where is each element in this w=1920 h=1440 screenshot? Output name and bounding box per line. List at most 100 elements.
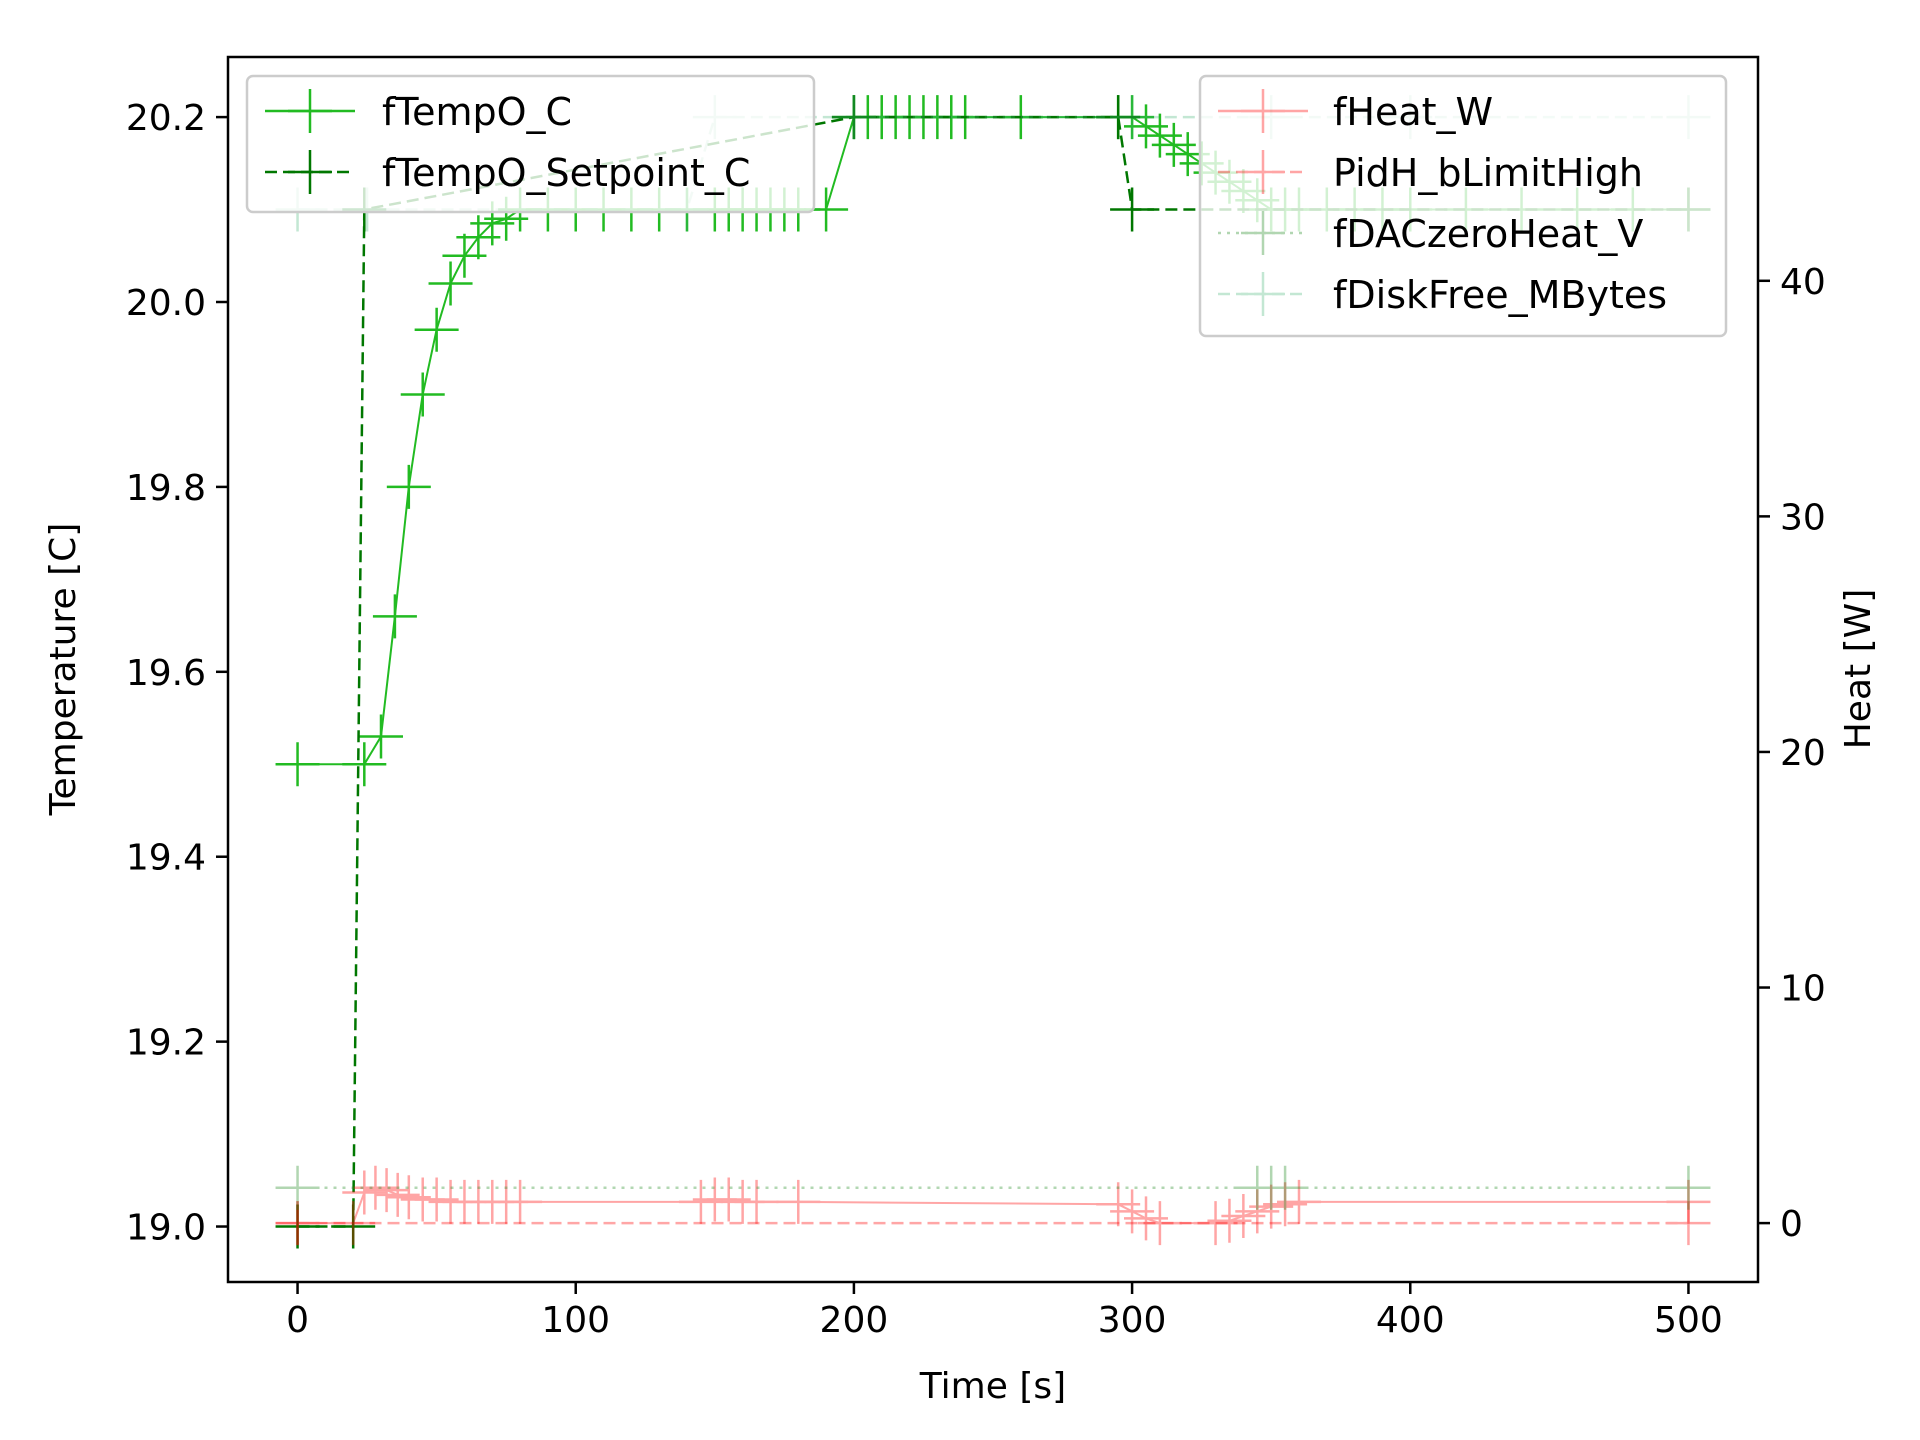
- data-point-ftempo-c: [372, 594, 417, 639]
- data-point-fheat-w: [331, 1201, 376, 1246]
- data-point-fheat-w: [353, 1165, 398, 1210]
- data-point-fdiskfree-mbytes: [1110, 95, 1155, 140]
- y-left-tick-label-3: 19.6: [126, 653, 206, 694]
- series-pidh-blimithigh: [275, 1201, 1711, 1246]
- y-axis-right-label: Heat [W]: [1838, 589, 1879, 750]
- legends: fTempO_C fTempO_Setpoint_C fHeat_W PidH_bLi…: [245, 74, 1728, 338]
- data-point-fheat-w: [400, 1177, 445, 1222]
- data-point-ftempo-c: [359, 714, 403, 759]
- legend-entry-fdiskfree-mbytes: [1218, 272, 1308, 316]
- data-point-fdaczeroheat-v: [1666, 1165, 1711, 1210]
- data-point-fheat-w: [692, 1177, 737, 1222]
- series-fheat-w: [275, 1165, 1711, 1246]
- data-point-fheat-w: [706, 1177, 751, 1222]
- data-point-fheat-w: [1193, 1201, 1238, 1246]
- data-point-fdaczeroheat-v: [1249, 1165, 1294, 1210]
- legend-entry-ftempo-setpoint-c: [265, 150, 355, 194]
- data-point-fheat-w: [1207, 1198, 1252, 1243]
- legend-top-right: fHeat_W PidH_bLimitHigh fDACzeroHeat_V fDis…: [1198, 74, 1728, 338]
- legend-entry-pidh-blimithigh: [1218, 150, 1308, 194]
- x-axis: 0 100 200 300 400 500: [286, 1282, 1723, 1341]
- y-left-tick-label-5: 20.0: [126, 283, 206, 324]
- legend-swatch-marker: [1241, 89, 1285, 133]
- data-point-ftempo-c: [400, 372, 445, 417]
- legend-box: [245, 74, 816, 214]
- data-point-ftempo-setpoint-c: [275, 1204, 320, 1249]
- legend-swatch-marker: [1241, 272, 1285, 316]
- data-point-pidh-blimithigh: [1666, 1201, 1711, 1246]
- data-point-ftempo-setpoint-c: [831, 95, 876, 140]
- series-fdaczeroheat-v: [275, 1165, 1711, 1210]
- data-point-fheat-w: [1137, 1201, 1182, 1246]
- data-point-fheat-w: [1110, 1189, 1155, 1234]
- data-point-fheat-w: [442, 1179, 487, 1224]
- y-left-tick-label-4: 19.8: [126, 468, 206, 509]
- x-tick-label-200: 200: [820, 1300, 889, 1341]
- plot-area-frame: [226, 55, 1760, 1284]
- data-point-ftempo-setpoint-c: [331, 1204, 376, 1249]
- y-axis-right: 0 10 20 30 40: [1758, 262, 1826, 1245]
- legend-top-left: fTempO_C fTempO_Setpoint_C: [245, 74, 816, 214]
- legend-label-pidh-blimithigh: PidH_bLimitHigh: [1333, 151, 1643, 195]
- data-point-fheat-w: [1666, 1179, 1711, 1224]
- x-axis-label: Time [s]: [919, 1366, 1066, 1407]
- legend-entry-fheat-w: [1218, 89, 1308, 133]
- data-point-ftempo-c: [386, 464, 431, 509]
- data-point-fheat-w: [456, 1179, 501, 1224]
- data-point-fheat-w: [1235, 1189, 1280, 1234]
- data-point-ftempo-setpoint-c: [1110, 187, 1155, 232]
- data-point-fheat-w: [364, 1168, 409, 1213]
- data-point-fheat-w: [275, 1201, 320, 1246]
- data-point-fdaczeroheat-v: [275, 1165, 320, 1210]
- data-point-fheat-w: [1249, 1184, 1294, 1229]
- x-tick-label-500: 500: [1654, 1300, 1723, 1341]
- x-tick-label-300: 300: [1098, 1300, 1167, 1341]
- legend-entry-ftempo-c: [265, 89, 355, 133]
- y-axis-left: 19.0 19.2 19.4 19.6 19.8 20.0 20.2: [126, 98, 228, 1249]
- data-point-fheat-w: [734, 1179, 779, 1224]
- y-right-tick-label-30: 30: [1780, 497, 1826, 538]
- data-point-fheat-w: [428, 1179, 473, 1224]
- x-tick-label-400: 400: [1376, 1300, 1445, 1341]
- data-point-fheat-w: [375, 1172, 420, 1217]
- legend-swatch-marker: [1241, 211, 1285, 255]
- data-point-ftempo-c: [275, 742, 320, 787]
- y-left-tick-label-1: 19.2: [126, 1023, 206, 1064]
- legend-swatch-marker: [1241, 150, 1285, 194]
- data-point-fheat-w: [470, 1179, 515, 1224]
- y-axis-left-label: Temperature [C]: [43, 523, 84, 817]
- y-right-tick-label-10: 10: [1780, 969, 1826, 1010]
- y-right-tick-label-0: 0: [1780, 1204, 1803, 1245]
- legend-label-fheat-w: fHeat_W: [1333, 90, 1493, 134]
- data-point-fdiskfree-mbytes: [831, 95, 876, 140]
- data-point-fheat-w: [386, 1175, 431, 1220]
- data-point-pidh-blimithigh: [275, 1201, 320, 1246]
- legend-box: [1198, 74, 1728, 338]
- y-right-tick-label-20: 20: [1780, 733, 1826, 774]
- legend-swatch-marker: [288, 89, 332, 133]
- data-point-fheat-w: [1263, 1182, 1308, 1227]
- legend-label-fdaczeroheat-v: fDACzeroHeat_V: [1333, 212, 1643, 256]
- data-point-fheat-w: [776, 1179, 821, 1224]
- data-point-fheat-w: [720, 1179, 765, 1224]
- data-point-fdaczeroheat-v: [1235, 1165, 1280, 1210]
- data-point-fheat-w: [1096, 1182, 1141, 1227]
- data-point-fheat-w: [678, 1179, 723, 1224]
- y-left-tick-label-0: 19.0: [126, 1208, 206, 1249]
- data-point-fdaczeroheat-v: [1263, 1165, 1308, 1210]
- legend-swatch-marker: [288, 150, 332, 194]
- x-tick-label-0: 0: [286, 1300, 309, 1341]
- legend-label-fdiskfree-mbytes: fDiskFree_MBytes: [1333, 273, 1667, 317]
- data-point-ftempo-setpoint-c: [1096, 95, 1141, 140]
- y-left-tick-label-2: 19.4: [126, 838, 206, 879]
- data-point-fheat-w: [484, 1179, 529, 1224]
- data-point-ftempo-c: [342, 742, 387, 787]
- y-left-tick-label-6: 20.2: [126, 98, 206, 139]
- legend-label-ftempo-setpoint-c: fTempO_Setpoint_C: [382, 151, 750, 195]
- data-point-fheat-w: [414, 1177, 459, 1222]
- series-line-fheat-w: [297, 1186, 1689, 1225]
- data-point-ftempo-c: [428, 261, 473, 306]
- data-point-fheat-w: [1221, 1194, 1266, 1239]
- data-point-fheat-w: [1277, 1179, 1321, 1224]
